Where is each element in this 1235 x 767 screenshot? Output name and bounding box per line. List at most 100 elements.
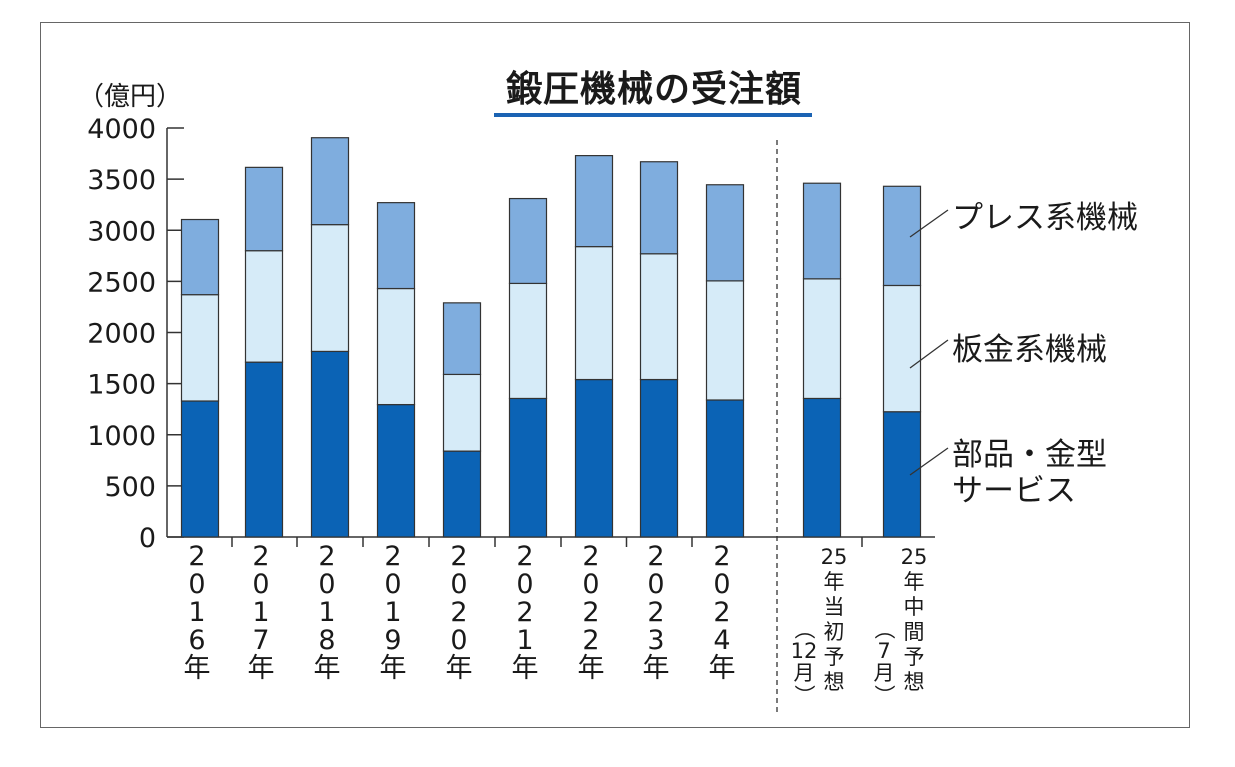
bar-segment-3 — [705, 184, 745, 282]
legend-leader-line — [909, 209, 949, 238]
x-label-char: 年 — [578, 653, 605, 684]
x-label-char: 0 — [582, 569, 599, 600]
y-tick-label: 2500 — [87, 267, 156, 298]
x-label-char: 2 — [647, 541, 664, 572]
y-tick-label: 1500 — [87, 370, 156, 401]
x-label-char: 1 — [188, 597, 205, 628]
bar-segment-3 — [310, 137, 350, 226]
x-label-char: 間 — [904, 620, 925, 644]
x-label-char: 2 — [516, 597, 533, 628]
bar-segment-2 — [508, 282, 548, 400]
bar-segment-3 — [802, 182, 842, 280]
x-label-char: 初 — [824, 620, 845, 644]
chart-frame — [40, 22, 1190, 728]
x-label-char: 2 — [713, 597, 730, 628]
x-label-char: 0 — [450, 625, 467, 656]
x-label-char: 当 — [824, 595, 845, 619]
y-tick-label: 500 — [104, 472, 156, 503]
x-label-char: 0 — [647, 569, 664, 600]
bar-segment-1 — [442, 450, 482, 538]
x-label-char: 2 — [516, 541, 533, 572]
x-label-char: 2 — [252, 541, 269, 572]
legend-leader-line — [909, 339, 949, 369]
bar-segment-1 — [376, 403, 416, 538]
bar-segment-1 — [705, 399, 745, 538]
x-label-char: 想 — [904, 670, 925, 694]
x-label-char: 1 — [252, 597, 269, 628]
x-label-char: 2 — [384, 541, 401, 572]
x-label-char: 2 — [582, 541, 599, 572]
bar-segment-2 — [310, 224, 350, 353]
bar-segment-2 — [376, 287, 416, 406]
x-label-paren-char: （ — [792, 619, 816, 640]
bar-segment-2 — [180, 294, 220, 402]
x-label-char: 年 — [380, 653, 407, 684]
x-label-char: 年 — [643, 653, 670, 684]
y-tick-label: 4000 — [87, 114, 156, 145]
bar-segment-2 — [705, 280, 745, 401]
x-label-char: 0 — [713, 569, 730, 600]
bar-segment-3 — [442, 302, 482, 376]
legend-leader-line — [909, 447, 949, 476]
bar-segment-1 — [180, 400, 220, 538]
x-label-char: 3 — [647, 625, 664, 656]
x-label-char: 2 — [582, 625, 599, 656]
bar-segment-3 — [882, 185, 922, 287]
x-label-char: 年 — [184, 653, 211, 684]
x-label-char: 2 — [318, 541, 335, 572]
chart-title: 鍛圧機械の受注額 — [505, 69, 802, 110]
x-label-paren-char: 12 — [791, 639, 818, 663]
bar-segment-3 — [376, 202, 416, 290]
x-label-paren-char: 月 — [874, 661, 895, 685]
x-label-char: 年 — [248, 653, 275, 684]
y-tick-label: 2000 — [87, 319, 156, 350]
bar-segment-2 — [802, 278, 842, 400]
x-label-char: 年 — [512, 653, 539, 684]
y-tick-label: 3500 — [87, 165, 156, 196]
x-label-char: 予 — [904, 645, 925, 669]
x-label-char: 9 — [384, 625, 401, 656]
x-label-char: 0 — [252, 569, 269, 600]
bar-segment-2 — [244, 250, 284, 363]
bar-segment-1 — [508, 397, 548, 538]
legend-label: 板金系機械 — [952, 332, 1107, 368]
x-label-char: 年 — [824, 570, 845, 594]
x-label-char: 1 — [384, 597, 401, 628]
x-label-char: 25 — [821, 545, 848, 569]
x-label-char: 2 — [713, 541, 730, 572]
bar-segment-3 — [574, 155, 614, 248]
bar-segment-1 — [574, 378, 614, 538]
x-label-char: 2 — [582, 597, 599, 628]
x-label-char: 8 — [318, 625, 335, 656]
bar-segment-1 — [244, 361, 284, 538]
bar-segment-3 — [508, 197, 548, 285]
x-label-char: 2 — [450, 541, 467, 572]
x-label-char: 0 — [188, 569, 205, 600]
x-label-char: 2 — [647, 597, 664, 628]
x-label-paren-char: 月 — [794, 661, 815, 685]
x-label-paren-char: （ — [872, 619, 896, 640]
legend-label: サービス — [952, 473, 1076, 509]
title-underline — [494, 113, 812, 117]
y-axis-unit: （億円） — [78, 82, 183, 112]
bar-segment-1 — [310, 350, 350, 538]
bar-segment-1 — [882, 411, 922, 538]
bar-segment-2 — [442, 373, 482, 452]
x-label-char: 0 — [516, 569, 533, 600]
x-label-char: 年 — [314, 653, 341, 684]
y-tick-label: 1000 — [87, 421, 156, 452]
x-label-char: 1 — [318, 597, 335, 628]
bar-segment-2 — [574, 246, 614, 381]
x-label-paren-char: ） — [872, 685, 896, 706]
bar-segment-1 — [639, 378, 679, 538]
x-label-char: 0 — [384, 569, 401, 600]
x-label-char: 想 — [824, 670, 845, 694]
x-label-char: 1 — [516, 625, 533, 656]
x-label-char: 25 — [901, 545, 928, 569]
bar-segment-3 — [639, 161, 679, 255]
x-label-char: 0 — [318, 569, 335, 600]
x-label-char: 7 — [252, 625, 269, 656]
x-label-char: 4 — [713, 625, 730, 656]
y-tick-label: 0 — [139, 523, 156, 554]
